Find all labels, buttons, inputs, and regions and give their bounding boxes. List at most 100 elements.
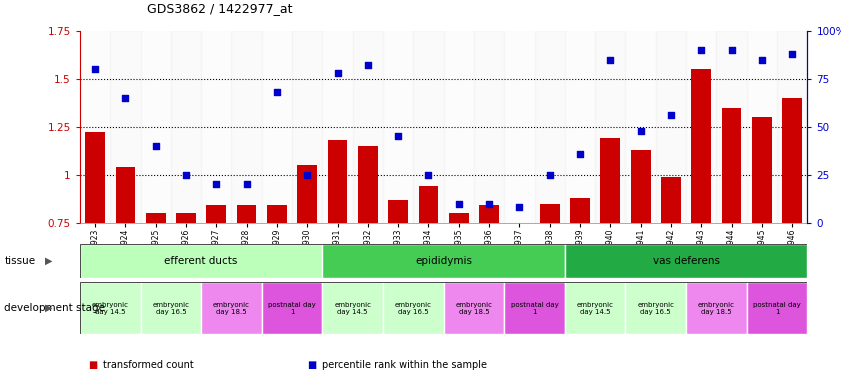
Point — [149, 143, 162, 149]
Point — [483, 200, 496, 207]
Bar — [267, 205, 287, 223]
Bar — [595, 31, 626, 223]
Bar — [80, 31, 110, 223]
Bar — [449, 213, 468, 223]
Point — [513, 204, 526, 210]
Bar — [717, 31, 747, 223]
Bar — [747, 31, 777, 223]
Text: postnatal day
1: postnatal day 1 — [268, 302, 316, 314]
Text: embryonic
day 14.5: embryonic day 14.5 — [334, 302, 371, 314]
Point — [391, 133, 405, 139]
Bar — [722, 108, 742, 223]
Text: transformed count: transformed count — [103, 360, 194, 370]
Text: embryonic
day 18.5: embryonic day 18.5 — [456, 302, 493, 314]
Text: ■: ■ — [88, 360, 98, 370]
Bar — [237, 205, 257, 223]
Point — [119, 95, 132, 101]
Bar — [352, 31, 383, 223]
Text: tissue: tissue — [4, 256, 35, 266]
Point — [88, 66, 102, 72]
Bar — [201, 282, 262, 334]
Bar — [747, 282, 807, 334]
Text: ▶: ▶ — [45, 256, 52, 266]
Point — [785, 51, 799, 57]
Bar — [565, 31, 595, 223]
Bar — [80, 282, 140, 334]
Text: postnatal day
1: postnatal day 1 — [754, 302, 801, 314]
Bar — [85, 132, 105, 223]
Bar — [656, 31, 686, 223]
Bar — [110, 31, 140, 223]
Bar — [413, 31, 444, 223]
Bar — [115, 167, 135, 223]
Point — [574, 151, 587, 157]
Bar — [444, 282, 505, 334]
Point — [270, 89, 283, 95]
Bar — [474, 31, 505, 223]
Bar — [231, 31, 262, 223]
Bar — [479, 205, 499, 223]
Bar — [540, 204, 559, 223]
Bar — [176, 213, 196, 223]
Bar — [505, 282, 565, 334]
Bar — [505, 31, 535, 223]
Bar — [565, 282, 626, 334]
Bar — [140, 31, 171, 223]
Bar — [328, 140, 347, 223]
Point — [452, 200, 466, 207]
Point — [361, 62, 374, 68]
Bar — [686, 282, 747, 334]
Point — [421, 172, 435, 178]
Point — [300, 172, 314, 178]
Bar — [626, 282, 686, 334]
Bar — [262, 282, 322, 334]
Bar — [383, 282, 443, 334]
Bar — [686, 31, 717, 223]
Text: GDS3862 / 1422977_at: GDS3862 / 1422977_at — [147, 2, 293, 15]
Point — [725, 47, 738, 53]
Text: embryonic
day 16.5: embryonic day 16.5 — [152, 302, 189, 314]
Point — [695, 47, 708, 53]
Point — [179, 172, 193, 178]
Bar — [80, 244, 322, 278]
Bar — [777, 31, 807, 223]
Bar — [691, 69, 711, 223]
Bar — [631, 150, 650, 223]
Text: epididymis: epididymis — [415, 256, 472, 266]
Point — [664, 112, 678, 118]
Point — [543, 172, 557, 178]
Bar — [389, 200, 408, 223]
Point — [240, 181, 253, 187]
Text: embryonic
day 14.5: embryonic day 14.5 — [577, 302, 614, 314]
Text: ▶: ▶ — [45, 303, 52, 313]
Bar — [358, 146, 378, 223]
Text: ■: ■ — [307, 360, 316, 370]
Text: embryonic
day 16.5: embryonic day 16.5 — [394, 302, 431, 314]
Text: embryonic
day 18.5: embryonic day 18.5 — [213, 302, 250, 314]
Bar — [626, 31, 656, 223]
Text: percentile rank within the sample: percentile rank within the sample — [322, 360, 487, 370]
Point — [331, 70, 344, 76]
Text: embryonic
day 14.5: embryonic day 14.5 — [92, 302, 129, 314]
Bar — [322, 31, 352, 223]
Bar — [535, 31, 565, 223]
Bar — [171, 31, 201, 223]
Point — [604, 56, 617, 63]
Text: vas deferens: vas deferens — [653, 256, 720, 266]
Bar — [292, 31, 322, 223]
Bar — [322, 244, 565, 278]
Bar — [140, 282, 201, 334]
Text: postnatal day
1: postnatal day 1 — [510, 302, 558, 314]
Bar — [322, 282, 383, 334]
Point — [755, 56, 769, 63]
Bar — [570, 198, 590, 223]
Bar — [600, 138, 620, 223]
Bar — [419, 186, 438, 223]
Text: embryonic
day 16.5: embryonic day 16.5 — [637, 302, 674, 314]
Text: development stage: development stage — [4, 303, 105, 313]
Bar — [782, 98, 802, 223]
Bar — [661, 177, 681, 223]
Bar — [752, 117, 772, 223]
Text: embryonic
day 18.5: embryonic day 18.5 — [698, 302, 735, 314]
Bar — [298, 165, 317, 223]
